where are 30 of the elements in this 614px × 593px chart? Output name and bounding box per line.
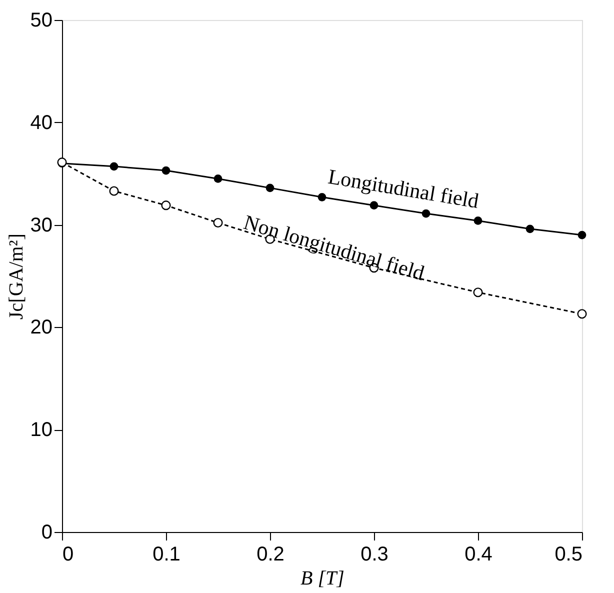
y-tick-label: 0 bbox=[41, 522, 52, 544]
point bbox=[161, 200, 171, 210]
point bbox=[214, 174, 222, 183]
point bbox=[318, 192, 326, 202]
y-tick-label: 50 bbox=[30, 10, 52, 32]
y-axis-title: Jc[GA/m²] bbox=[5, 234, 28, 320]
point bbox=[109, 186, 119, 196]
y-tick-label: 30 bbox=[30, 214, 52, 236]
point bbox=[213, 218, 223, 228]
point bbox=[162, 166, 170, 175]
point bbox=[578, 230, 586, 240]
x-tick-label: 0.3 bbox=[360, 544, 388, 566]
point bbox=[266, 184, 274, 192]
point bbox=[110, 162, 118, 171]
x-tick-label: 0.4 bbox=[464, 544, 492, 566]
y-tick-label: 40 bbox=[30, 112, 52, 134]
x-tick-label: 0.2 bbox=[256, 544, 284, 566]
x-tick-label: 0.5 bbox=[554, 544, 582, 566]
point bbox=[422, 209, 430, 218]
point bbox=[370, 201, 378, 210]
text: Longitudinal field bbox=[326, 164, 481, 214]
y-tick-label: 10 bbox=[30, 419, 52, 442]
x-tick-label: 0 bbox=[62, 544, 74, 566]
point bbox=[526, 224, 534, 234]
y-tick-label: 20 bbox=[30, 316, 52, 339]
x-axis-title: B [T] bbox=[300, 568, 344, 590]
point bbox=[474, 216, 482, 225]
point bbox=[473, 288, 483, 298]
point bbox=[577, 309, 587, 319]
x-tick-label: 0.1 bbox=[152, 544, 180, 566]
